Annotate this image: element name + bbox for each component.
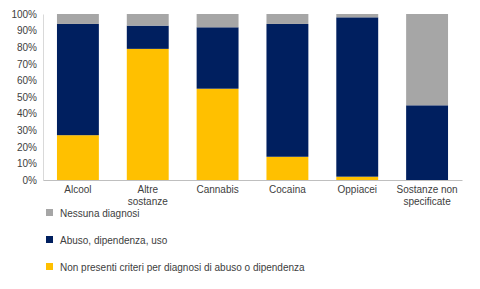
legend-item: Nessuna diagnosi	[46, 208, 140, 219]
bars	[57, 14, 448, 180]
y-tick-label: 90%	[17, 25, 37, 36]
bar-segment	[336, 177, 378, 180]
x-axis: Alcool Altresostanze Cannabis Cocaina Oppiac…	[44, 180, 463, 207]
y-tick: 30%	[17, 125, 43, 136]
x-tick: Alcool	[64, 180, 91, 195]
bar-segment	[406, 105, 448, 180]
y-tick-label: 60%	[17, 75, 37, 86]
y-tick-label: 20%	[17, 142, 37, 153]
bar-segment	[197, 27, 239, 88]
x-tick-label: Oppiacei	[338, 184, 377, 195]
bar-segment	[57, 135, 99, 180]
y-tick: 70%	[17, 59, 43, 70]
bar-segment	[127, 26, 169, 49]
y-tick: 50%	[17, 92, 43, 103]
legend-label: Nessuna diagnosi	[60, 208, 140, 219]
x-tick-label: Sostanze nonspecificate	[396, 184, 457, 207]
y-tick-label: 0%	[23, 175, 38, 186]
bar-segment	[266, 14, 308, 24]
y-tick-label: 10%	[17, 158, 37, 169]
x-tick: Oppiacei	[338, 180, 377, 195]
bar-segment	[197, 89, 239, 180]
y-tick: 0%	[23, 175, 43, 186]
y-axis: 0% 10% 20% 30% 40% 50% 60% 70% 80% 90% 100%	[11, 9, 43, 186]
bar-segment	[266, 157, 308, 180]
bar-segment	[57, 24, 99, 135]
bar-segment	[127, 49, 169, 180]
legend-swatch	[46, 236, 53, 243]
bar-segment	[336, 17, 378, 176]
x-tick: Altresostanze	[128, 180, 168, 207]
y-tick: 20%	[17, 142, 43, 153]
y-tick-label: 100%	[11, 9, 37, 20]
x-tick: Cannabis	[196, 180, 238, 195]
y-tick: 90%	[17, 25, 43, 36]
legend-item: Non presenti criteri per diagnosi di abu…	[46, 262, 305, 273]
bar-segment	[57, 14, 99, 24]
bar-segment	[406, 14, 448, 105]
y-tick-label: 80%	[17, 42, 37, 53]
legend: Nessuna diagnosi Abuso, dipendenza, uso No…	[46, 208, 305, 273]
legend-label: Abuso, dipendenza, uso	[60, 235, 168, 246]
y-tick: 60%	[17, 75, 43, 86]
y-tick: 10%	[17, 158, 43, 169]
bar-segment	[336, 14, 378, 17]
legend-item: Abuso, dipendenza, uso	[46, 235, 168, 246]
x-tick-label: Cocaina	[269, 184, 306, 195]
legend-swatch	[46, 209, 53, 216]
legend-swatch	[46, 263, 53, 270]
y-tick-label: 30%	[17, 125, 37, 136]
y-axis-line	[43, 15, 44, 181]
y-tick-label: 40%	[17, 108, 37, 119]
y-tick-label: 50%	[17, 92, 37, 103]
y-tick: 80%	[17, 42, 43, 53]
x-axis-line	[44, 180, 463, 181]
legend-label: Non presenti criteri per diagnosi di abu…	[60, 262, 305, 273]
bar-segment	[127, 14, 169, 26]
x-tick-label: Altresostanze	[128, 184, 168, 207]
x-tick-label: Alcool	[64, 184, 91, 195]
y-tick-label: 70%	[17, 59, 37, 70]
x-tick: Sostanze nonspecificate	[396, 180, 457, 207]
y-tick: 100%	[11, 9, 43, 20]
x-tick: Cocaina	[269, 180, 306, 195]
bar-segment	[266, 24, 308, 157]
bar-segment	[197, 14, 239, 27]
chart: 0%10%20%30%40%50%60%70%80%90%100%AlcoolA…	[0, 0, 480, 289]
y-tick: 40%	[17, 108, 43, 119]
x-tick-label: Cannabis	[196, 184, 238, 195]
